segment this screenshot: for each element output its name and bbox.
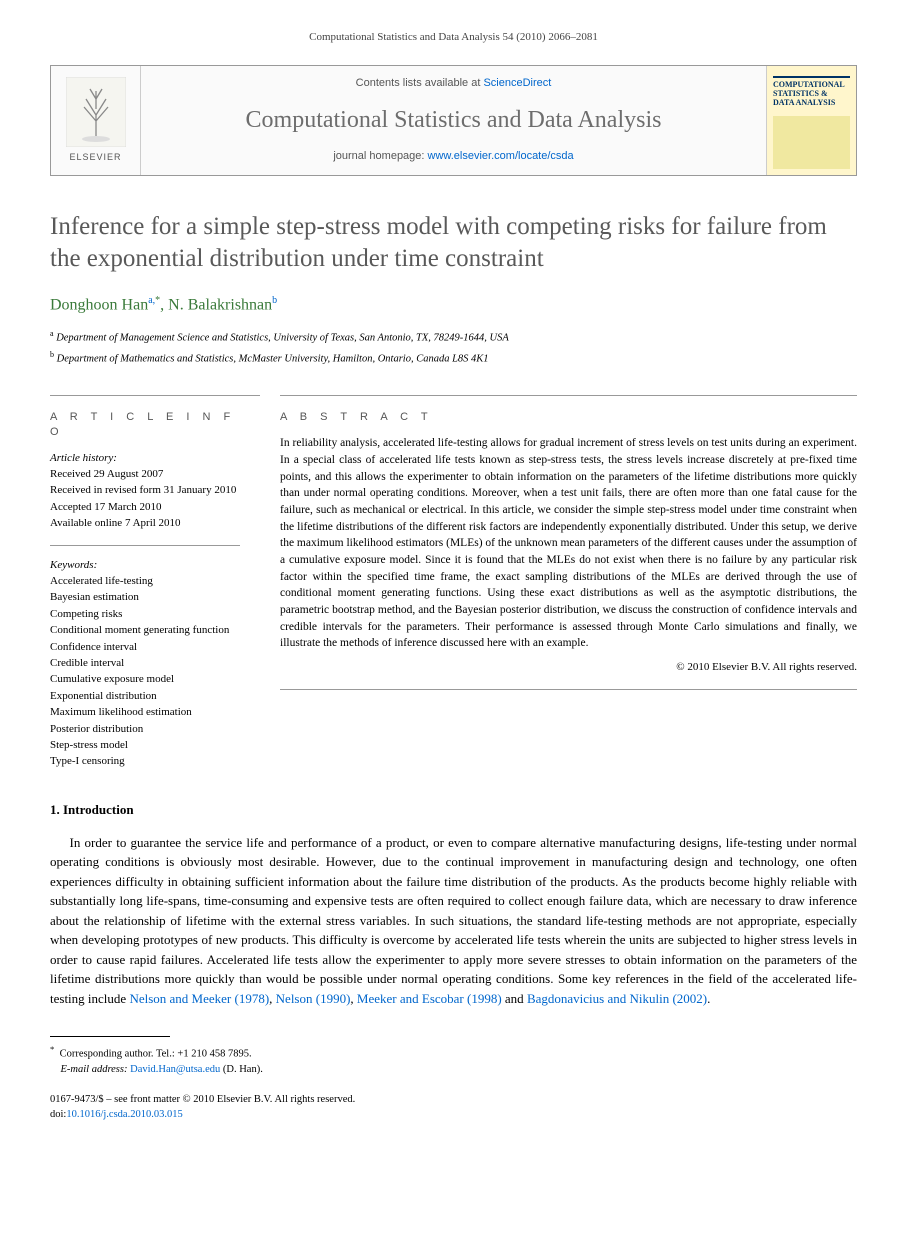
ref-join: .	[707, 991, 710, 1006]
keyword: Type-I censoring	[50, 754, 240, 769]
cover-thumb-body	[773, 116, 850, 169]
ref-link[interactable]: Meeker and Escobar (1998)	[357, 991, 502, 1006]
article-title: Inference for a simple step-stress model…	[50, 211, 857, 276]
history-line: Received in revised form 31 January 2010	[50, 483, 240, 498]
affiliation-b: b Department of Mathematics and Statisti…	[50, 349, 857, 367]
column-gap	[260, 395, 280, 771]
affil-text-a: Department of Management Science and Sta…	[56, 333, 509, 344]
publisher-logo-box: ELSEVIER	[51, 66, 141, 174]
contents-prefix: Contents lists available at	[356, 77, 484, 89]
sciencedirect-link[interactable]: ScienceDirect	[483, 77, 551, 89]
article-info-label: A R T I C L E I N F O	[50, 410, 240, 441]
ref-link[interactable]: Bagdonavicius and Nikulin (2002)	[527, 991, 707, 1006]
abstract-column: A B S T R A C T In reliability analysis,…	[280, 395, 857, 771]
footnote-asterisk-icon: *	[50, 1044, 54, 1054]
issn-copyright-line: 0167-9473/$ – see front matter © 2010 El…	[50, 1093, 857, 1108]
journal-name: Computational Statistics and Data Analys…	[161, 104, 746, 138]
author-1: Donghoon Han	[50, 296, 148, 313]
copyright-line: © 2010 Elsevier B.V. All rights reserved…	[280, 660, 857, 675]
affiliations: a Department of Management Science and S…	[50, 328, 857, 366]
history-line: Available online 7 April 2010	[50, 516, 240, 531]
homepage-prefix: journal homepage:	[333, 150, 427, 162]
homepage-line: journal homepage: www.elsevier.com/locat…	[161, 149, 746, 164]
ref-join: and	[502, 991, 527, 1006]
affil-sup-a: a	[50, 329, 54, 338]
masthead-center: Contents lists available at ScienceDirec…	[141, 66, 766, 174]
keyword: Accelerated life-testing	[50, 574, 240, 589]
journal-cover-thumbnail: COMPUTATIONAL STATISTICS & DATA ANALYSIS	[766, 66, 856, 174]
keywords-heading: Keywords:	[50, 558, 240, 573]
history-line: Received 29 August 2007	[50, 467, 240, 482]
doi-line: doi:10.1016/j.csda.2010.03.015	[50, 1108, 857, 1123]
keyword: Exponential distribution	[50, 689, 240, 704]
homepage-link[interactable]: www.elsevier.com/locate/csda	[428, 150, 574, 162]
intro-paragraph-1: In order to guarantee the service life a…	[50, 833, 857, 1009]
keyword: Competing risks	[50, 607, 240, 622]
elsevier-tree-icon	[66, 77, 126, 147]
affil-text-b: Department of Mathematics and Statistics…	[57, 353, 489, 364]
cover-thumb-title: COMPUTATIONAL STATISTICS & DATA ANALYSIS	[773, 76, 850, 107]
corresponding-author-footnote: * Corresponding author. Tel.: +1 210 458…	[50, 1043, 857, 1077]
front-matter-block: 0167-9473/$ – see front matter © 2010 El…	[50, 1093, 857, 1122]
ref-link[interactable]: Nelson and Meeker (1978)	[129, 991, 269, 1006]
keyword: Maximum likelihood estimation	[50, 705, 240, 720]
keywords-block: Keywords: Accelerated life-testing Bayes…	[50, 558, 240, 770]
article-history-block: Article history: Received 29 August 2007…	[50, 451, 240, 546]
ref-link[interactable]: Nelson (1990)	[276, 991, 351, 1006]
corresponding-text: Corresponding author. Tel.: +1 210 458 7…	[60, 1049, 252, 1060]
abstract-label: A B S T R A C T	[280, 410, 857, 425]
keyword: Bayesian estimation	[50, 590, 240, 605]
keyword: Confidence interval	[50, 640, 240, 655]
publisher-label: ELSEVIER	[69, 151, 121, 164]
history-line: Accepted 17 March 2010	[50, 500, 240, 515]
running-head: Computational Statistics and Data Analys…	[50, 30, 857, 45]
keyword: Conditional moment generating function	[50, 623, 240, 638]
info-abstract-row: A R T I C L E I N F O Article history: R…	[50, 395, 857, 771]
authors-line: Donghoon Hana,*, N. Balakrishnanb	[50, 294, 857, 317]
keyword: Step-stress model	[50, 738, 240, 753]
affil-sup-b: b	[50, 350, 54, 359]
keyword: Credible interval	[50, 656, 240, 671]
history-heading: Article history:	[50, 451, 240, 466]
section-1-heading: 1. Introduction	[50, 801, 857, 819]
email-label: E-mail address:	[61, 1064, 128, 1075]
email-suffix: (D. Han).	[220, 1064, 263, 1075]
keyword: Cumulative exposure model	[50, 672, 240, 687]
intro-text: In order to guarantee the service life a…	[50, 835, 857, 1006]
author-2: , N. Balakrishnan	[160, 296, 272, 313]
doi-prefix: doi:	[50, 1109, 66, 1120]
author-email-link[interactable]: David.Han@utsa.edu	[130, 1064, 220, 1075]
contents-available-line: Contents lists available at ScienceDirec…	[161, 76, 746, 91]
abstract-text: In reliability analysis, accelerated lif…	[280, 435, 857, 652]
keyword: Posterior distribution	[50, 722, 240, 737]
article-info-column: A R T I C L E I N F O Article history: R…	[50, 395, 260, 771]
affiliation-a: a Department of Management Science and S…	[50, 328, 857, 346]
author-2-affil-sup: b	[272, 295, 277, 306]
abstract-bottom-rule	[280, 689, 857, 690]
doi-link[interactable]: 10.1016/j.csda.2010.03.015	[66, 1109, 182, 1120]
journal-masthead: ELSEVIER Contents lists available at Sci…	[50, 65, 857, 175]
footnote-separator	[50, 1036, 170, 1037]
